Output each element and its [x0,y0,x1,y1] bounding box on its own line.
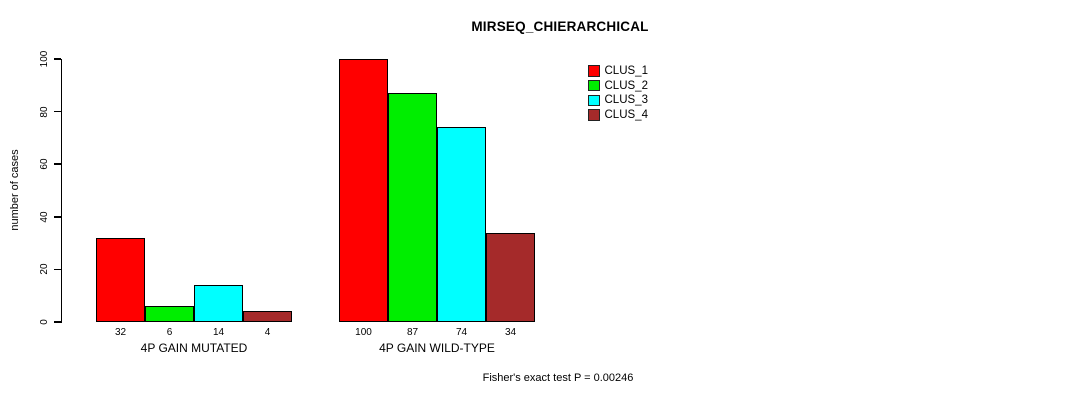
legend-item: CLUS_3 [588,94,648,106]
bar-clus_4 [243,311,292,322]
bar-clus_1 [96,237,145,322]
bar-value-label: 32 [114,327,127,338]
y-tick-label: 0 [39,319,50,325]
legend-label: CLUS_2 [604,79,648,92]
y-tick-label: 80 [39,106,50,118]
y-tick-label: 100 [39,50,50,68]
bar-clus_2 [145,306,194,322]
y-tick-mark [54,110,61,113]
bar-value-label: 74 [455,327,468,338]
bar-clus_3 [194,285,243,322]
y-tick-mark [54,321,61,323]
bar-value-label: 34 [504,327,517,338]
bar-value-label: 100 [355,327,372,338]
legend-swatch [588,94,600,107]
y-tick-label: 40 [39,211,50,223]
bar-clus_2 [388,93,437,322]
legend-label: CLUS_4 [604,109,648,122]
legend-swatch [588,65,600,77]
y-tick-label: 20 [39,263,50,275]
bar-value-label: 87 [406,327,419,338]
y-tick-label: 60 [39,158,50,170]
y-axis-line [60,59,62,323]
legend-label: CLUS_3 [604,94,648,107]
legend-swatch [588,79,600,92]
group-axis-label: 4P GAIN WILD-TYPE [379,341,495,355]
y-tick-mark [54,268,61,271]
bar-value-label: 14 [212,327,225,338]
legend-swatch [588,109,600,121]
bar-clus_3 [437,127,486,322]
y-tick-mark [54,58,61,60]
bar-clus_4 [486,232,535,322]
legend-item: CLUS_4 [588,109,648,121]
legend-item: CLUS_2 [588,80,648,92]
bar-value-label: 4 [264,327,271,338]
group-axis-label: 4P GAIN MUTATED [140,341,248,355]
y-tick-mark [54,216,61,218]
chart-title: MIRSEQ_CHIERARCHICAL [471,19,649,34]
bar-value-label: 6 [166,327,173,338]
stat-annotation: Fisher's exact test P = 0.00246 [482,372,634,384]
y-tick-mark [54,163,61,165]
y-axis-title: number of cases [9,149,21,231]
legend-label: CLUS_1 [604,65,648,77]
legend-item: CLUS_1 [588,65,648,77]
bar-clus_1 [339,59,388,322]
